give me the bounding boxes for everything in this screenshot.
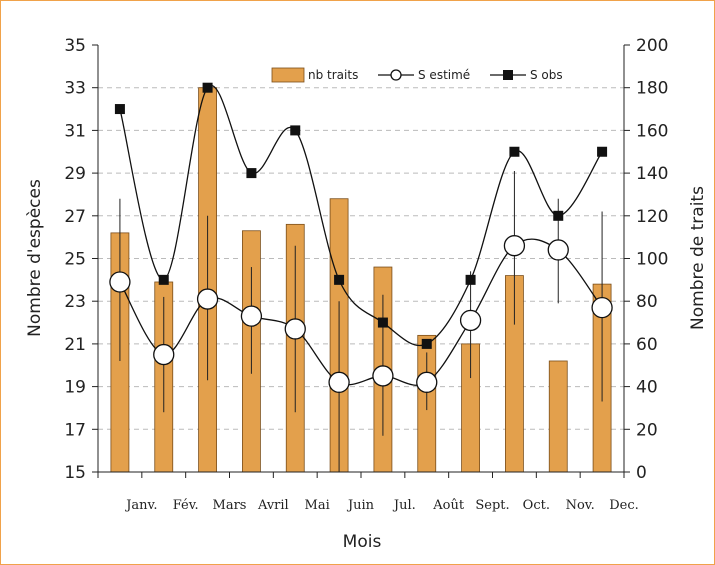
y-tick-label-right: 180 (636, 79, 668, 99)
y-axis-title-left: Nombre d'espèces (25, 179, 45, 337)
x-tick-label: Nov. (566, 498, 595, 513)
y-tick-label-left: 19 (64, 378, 86, 398)
y-axis-title-right: Nombre de traits (688, 186, 708, 330)
point-s-estime (196, 288, 219, 310)
x-tick-label: Mars (213, 498, 247, 513)
legend-label-s-estime: S estimé (418, 68, 470, 82)
point-s-obs (334, 274, 345, 285)
x-tick-label: Sept. (475, 498, 509, 513)
y-tick-label-left: 27 (64, 207, 86, 227)
point-s-obs (114, 104, 125, 115)
bar-nb-traits (548, 360, 568, 473)
point-s-obs (202, 82, 213, 93)
y-tick-label-right: 20 (636, 420, 658, 440)
x-tick-label: Mai (305, 498, 330, 513)
point-s-obs (377, 317, 388, 328)
x-tick-label: Oct. (523, 498, 550, 513)
x-axis-title: Mois (343, 532, 382, 552)
y-tick-label-right: 120 (636, 207, 668, 227)
legend: nb traits S estimé S obs (271, 67, 563, 83)
y-tick-label-right: 100 (636, 250, 668, 270)
y-tick-label-left: 35 (64, 36, 86, 56)
x-tick-label: Fév. (173, 498, 199, 513)
y-tick-label-left: 33 (64, 79, 86, 99)
point-s-obs (465, 274, 476, 285)
point-s-estime (372, 365, 394, 387)
y-tick-label-left: 25 (64, 250, 86, 270)
y-tick-label-right: 80 (636, 292, 658, 312)
point-s-estime (416, 371, 438, 393)
x-tick-label: Août (432, 498, 465, 513)
y-tick-label-right: 140 (636, 164, 668, 184)
point-s-estime (240, 305, 263, 327)
y-tick-label-right: 160 (636, 121, 668, 141)
axes: 15 17 19 21 23 25 27 29 31 33 35 0 20 40 60 80 100 120 140… (64, 36, 668, 513)
point-s-estime (547, 239, 569, 261)
y-tick-label-right: 60 (636, 335, 658, 355)
point-s-obs (158, 274, 169, 285)
y-tick-label-right: 0 (636, 463, 647, 483)
point-s-obs (597, 146, 608, 157)
legend-swatch-nb-traits (271, 67, 305, 83)
y-tick-label-left: 17 (64, 420, 86, 440)
point-s-obs (509, 146, 520, 157)
legend-marker-s-obs (503, 70, 513, 80)
y-tick-label-left: 29 (64, 164, 86, 184)
point-s-estime (328, 371, 350, 393)
point-s-obs (553, 210, 564, 221)
point-s-estime (109, 271, 131, 293)
point-s-estime (591, 296, 613, 319)
x-tick-label: Juin (346, 498, 375, 513)
point-s-obs (290, 125, 301, 136)
y-tick-label-right: 40 (636, 378, 658, 398)
x-tick-label: Avril (257, 498, 289, 513)
legend-label-s-obs: S obs (530, 68, 563, 82)
line-s-estime (119, 238, 603, 386)
grid-lines (98, 87, 624, 430)
y-tick-label-left: 23 (64, 292, 86, 312)
point-s-obs (246, 168, 257, 179)
y-tick-label-right: 200 (636, 36, 668, 56)
point-s-estime (284, 318, 306, 340)
legend-label-nb-traits: nb traits (308, 68, 358, 82)
y-tick-label-left: 31 (64, 121, 86, 141)
legend-marker-s-estime (390, 69, 402, 81)
point-s-obs (421, 338, 432, 349)
point-s-estime (459, 309, 482, 332)
x-tick-label: Janv. (124, 498, 157, 513)
point-s-estime (503, 235, 526, 257)
y-tick-label-left: 21 (64, 335, 86, 355)
bar-series (110, 87, 612, 473)
line-series (109, 82, 613, 393)
y-tick-label-left: 15 (64, 463, 86, 483)
x-tick-label: Dec. (609, 498, 639, 513)
point-s-estime (153, 343, 175, 366)
x-tick-label: Jul. (392, 498, 416, 513)
